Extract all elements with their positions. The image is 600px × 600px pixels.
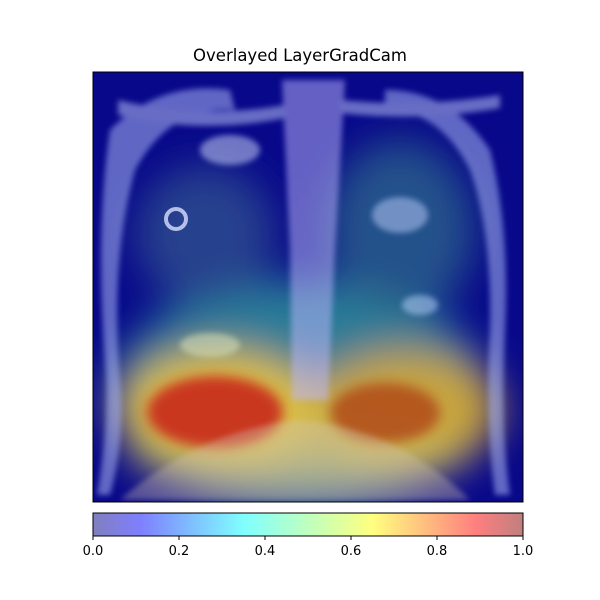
chart-title: Overlayed LayerGradCam [193,46,407,65]
colorbar-tick-label: 0.2 [169,544,190,559]
colorbar-tick-label: 1.0 [513,544,534,559]
colorbar-frame [92,512,524,537]
colorbar-tick-label: 0.8 [427,544,448,559]
colorbar: 0.0 0.2 0.4 0.6 0.8 1.0 [83,512,534,559]
colorbar-tick-label: 0.6 [341,544,362,559]
colorbar-tick-label: 0.0 [83,544,104,559]
plot-frame [92,71,524,503]
colorbar-gradient [93,513,523,536]
heatmap-image [93,72,523,502]
colorbar-tick-label: 0.4 [255,544,276,559]
